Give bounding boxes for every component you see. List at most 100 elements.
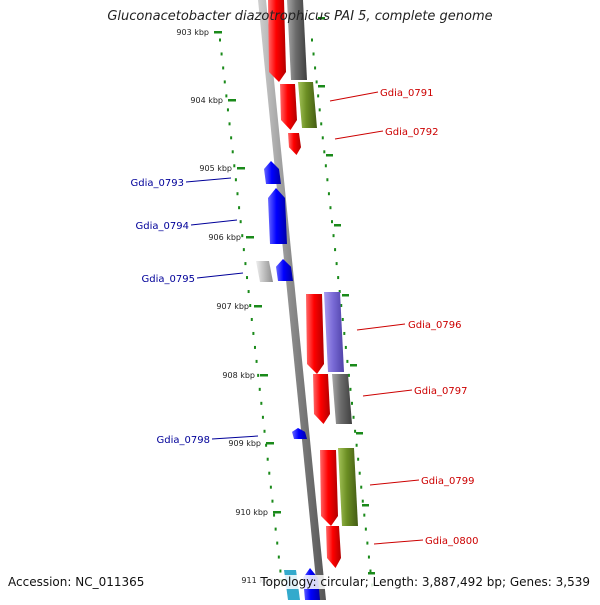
ruler-dot-outer [321, 136, 324, 140]
tick-mark-outer [326, 154, 333, 157]
forward-gene-arrow [313, 374, 330, 424]
tick-label: 910 kbp [235, 508, 268, 517]
ruler-dot-inner [263, 429, 266, 433]
forward-gene-label[interactable]: Gdia_0797 [414, 386, 467, 397]
ruler-dot-inner [225, 94, 228, 98]
tick-label: 909 kbp [228, 439, 261, 448]
tick-label: 906 kbp [208, 233, 241, 242]
ruler-dot-outer [332, 234, 335, 238]
ruler-dot-inner [223, 80, 226, 84]
olive-feature [338, 448, 358, 526]
tick-mark [273, 511, 281, 514]
ruler-dot-inner [255, 359, 258, 363]
forward-gene-leader [373, 539, 424, 545]
ruler-dot-outer [344, 345, 347, 349]
ruler-dot-inner [234, 178, 237, 182]
forward-gene-leader [356, 323, 406, 331]
ruler-dot-inner [258, 387, 261, 391]
forward-gene-arrow [320, 450, 338, 526]
tick-mark [228, 99, 236, 102]
tick-mark-outer [342, 294, 349, 297]
tick-mark-outer [368, 572, 375, 575]
forward-gene-label[interactable]: Gdia_0791 [380, 88, 433, 99]
ruler-dot-outer [315, 80, 318, 84]
ruler-dot-outer [367, 555, 370, 559]
reverse-gene-arrow [264, 161, 281, 184]
ruler-dot-outer [329, 206, 332, 210]
grey-feature [287, 0, 307, 80]
ruler-dot-inner [228, 122, 231, 126]
accession-text: Accession: NC_011365 [8, 575, 145, 589]
ruler-dot-inner [222, 66, 225, 70]
ruler-dot-outer [340, 304, 343, 308]
ruler-dot-inner [246, 276, 249, 280]
ruler-dot-inner [265, 443, 268, 447]
ruler-dot-outer [361, 499, 364, 503]
ruler-dot-inner [269, 485, 272, 489]
ruler-dot-outer [347, 373, 350, 377]
forward-gene-leader [369, 479, 420, 486]
ruler-dot-outer [312, 52, 315, 56]
reverse-gene-leader [185, 177, 232, 183]
tick-mark [260, 374, 268, 377]
tick-mark [246, 236, 254, 239]
ruler-dot-inner [271, 499, 274, 503]
ruler-dot-inner [249, 304, 252, 308]
tick-label: 904 kbp [190, 96, 223, 105]
ruler-dot-inner [274, 527, 277, 531]
reverse-gene-label[interactable]: Gdia_0794 [136, 221, 189, 232]
ruler-dot-inner [250, 317, 253, 321]
tick-mark-outer [318, 17, 325, 20]
reverse-gene-label[interactable]: Gdia_0795 [142, 274, 195, 285]
forward-gene-arrow [306, 294, 324, 374]
forward-gene-leader [362, 389, 413, 397]
reverse-gene-arrow [268, 188, 287, 244]
forward-gene-leader [329, 91, 379, 102]
forward-gene-label[interactable]: Gdia_0796 [408, 320, 461, 331]
ruler-dot-outer [346, 359, 349, 363]
ruler-dot-inner [244, 262, 247, 266]
tick-mark-outer [334, 224, 341, 227]
ruler-dot-inner [273, 513, 276, 517]
ruler-dot-outer [338, 290, 341, 294]
reverse-gene-arrow [292, 428, 307, 439]
reverse-gene-leader [196, 272, 244, 279]
forward-gene-arrow [326, 526, 341, 568]
ruler-dot-outer [364, 527, 367, 531]
map-title: Gluconacetobacter diazotrophicus PAI 5, … [107, 9, 493, 24]
ruler-dot-inner [276, 541, 279, 545]
ruler-dot-inner [257, 373, 260, 377]
ruler-dot-inner [260, 401, 263, 405]
olive-feature [298, 82, 317, 128]
forward-gene-label[interactable]: Gdia_0792 [385, 127, 438, 138]
forward-gene-label[interactable]: Gdia_0799 [421, 476, 474, 487]
ruler-dot-inner [266, 457, 269, 461]
forward-gene-label[interactable]: Gdia_0800 [425, 536, 478, 547]
ruler-dot-inner [230, 136, 233, 140]
ruler-dot-outer [337, 276, 340, 280]
reverse-gene-label[interactable]: Gdia_0793 [131, 178, 184, 189]
ruler-dot-outer [354, 429, 357, 433]
forward-gene-leader [334, 130, 384, 140]
tick-label: 911 kbp [241, 576, 274, 585]
ruler-dot-outer [311, 38, 313, 42]
reverse-gene-leader [211, 435, 259, 440]
reverse-gene-leader [190, 219, 238, 226]
tick-mark [266, 442, 274, 445]
tick-mark-outer [356, 432, 363, 435]
ruler-dot-outer [352, 415, 355, 419]
reverse-gene-label[interactable]: Gdia_0798 [157, 435, 210, 446]
ruler-dot-inner [231, 150, 234, 154]
ruler-dot-inner [268, 471, 271, 475]
ruler-dot-outer [331, 220, 333, 224]
grey-feature [332, 374, 352, 424]
ruler-dot-outer [323, 150, 326, 154]
ruler-dot-outer [349, 387, 352, 391]
ruler-dot-inner [220, 52, 223, 56]
ruler-dot-inner [261, 415, 264, 419]
forward-gene-arrow [280, 84, 297, 130]
tick-label: 908 kbp [222, 371, 255, 380]
ruler-dot-outer [317, 94, 320, 98]
